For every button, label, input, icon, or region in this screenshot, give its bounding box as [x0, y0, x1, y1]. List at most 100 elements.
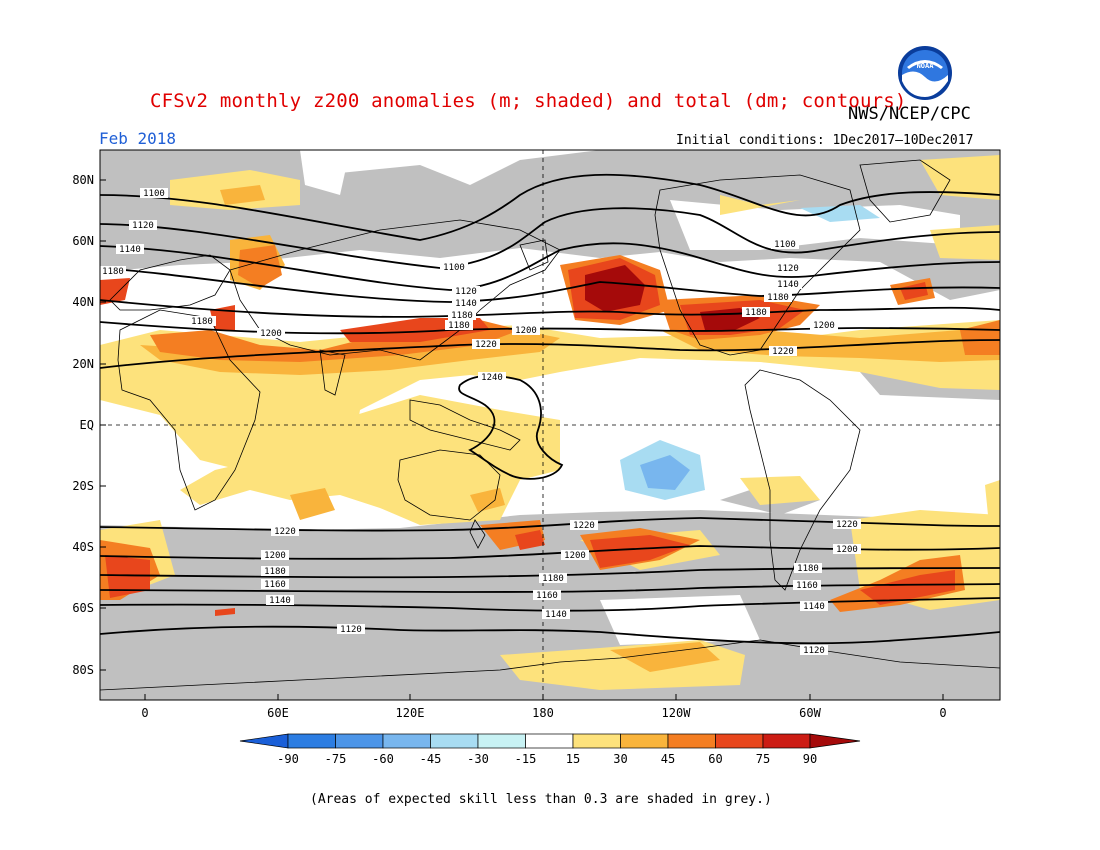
lon-label: 0 [939, 706, 946, 720]
lon-label: 60W [799, 706, 821, 720]
colorbar-cell [382, 733, 431, 749]
colorbar-tick: 15 [566, 752, 580, 766]
svg-text:1180: 1180 [797, 564, 819, 574]
svg-text:1120: 1120 [132, 221, 154, 231]
contour-label: 1180 [539, 573, 567, 584]
contour-label: 1140 [800, 601, 828, 612]
colorbar-cell [430, 733, 479, 749]
svg-text:1160: 1160 [796, 581, 818, 591]
svg-text:1100: 1100 [443, 263, 465, 273]
colorbar-tick: -15 [515, 752, 537, 766]
contour-label: 1180 [794, 563, 822, 574]
contour-label: 1120 [129, 220, 157, 231]
lat-label: 80S [72, 663, 94, 677]
svg-text:1120: 1120 [777, 264, 799, 274]
contour-label: 1140 [116, 244, 144, 255]
svg-text:1100: 1100 [774, 240, 796, 250]
contour-label: 1220 [472, 339, 500, 350]
contour-label: 1200 [257, 328, 285, 339]
svg-text:1140: 1140 [803, 602, 825, 612]
svg-text:1220: 1220 [772, 347, 794, 357]
contour-label: 1180 [100, 266, 126, 277]
contour-label: 1120 [800, 645, 828, 656]
map-title: CFSv2 monthly z200 anomalies (m; shaded)… [150, 90, 907, 112]
colorbar [239, 733, 861, 749]
contour-label: 1200 [512, 325, 540, 336]
contour-label: 1200 [810, 320, 838, 331]
colorbar-cell [762, 733, 811, 749]
svg-text:1200: 1200 [836, 545, 858, 555]
colorbar-tick: 90 [803, 752, 817, 766]
contour-label: 1180 [448, 310, 476, 321]
colorbar-tick: -45 [420, 752, 442, 766]
svg-text:1120: 1120 [455, 287, 477, 297]
contour-label: 1160 [261, 579, 289, 590]
svg-text:1220: 1220 [573, 521, 595, 531]
colorbar-ticks: -90 -75 -60 -45 -30 -15 15 30 45 60 75 9… [277, 752, 817, 766]
map-field: 1100 1120 1140 1180 1180 1200 1100 1120 … [100, 150, 1000, 700]
svg-text:1180: 1180 [542, 574, 564, 584]
contour-label: 1100 [140, 188, 168, 199]
colorbar-cell [572, 733, 621, 749]
contour-label: 1140 [266, 595, 294, 606]
noaa-logo-icon: NOAA [898, 46, 952, 100]
contour-label: 1180 [445, 320, 473, 331]
grid-lines [100, 150, 1000, 700]
colorbar-cell [715, 733, 764, 749]
contour-label: 1100 [440, 262, 468, 273]
lat-label: 40S [72, 540, 94, 554]
contour-label: 1140 [774, 279, 802, 290]
svg-text:1180: 1180 [451, 311, 473, 321]
svg-text:1160: 1160 [536, 591, 558, 601]
colorbar-cell [335, 733, 384, 749]
contour-label: 1180 [261, 566, 289, 577]
contour-label: 1220 [570, 520, 598, 531]
forecast-month: Feb 2018 [99, 129, 177, 148]
svg-text:1140: 1140 [545, 610, 567, 620]
colorbar-tick: 75 [756, 752, 770, 766]
colorbar-cell [667, 733, 716, 749]
lon-label: 60E [267, 706, 289, 720]
contour-labels: 1100 1120 1140 1180 1180 1200 1100 1120 … [100, 188, 861, 656]
svg-text:1180: 1180 [767, 293, 789, 303]
svg-text:1200: 1200 [813, 321, 835, 331]
colorbar-tick: 60 [708, 752, 722, 766]
contour-label: 1220 [769, 346, 797, 357]
contour-label: 1140 [452, 298, 480, 309]
skill-footnote: (Areas of expected skill less than 0.3 a… [310, 792, 772, 807]
lon-label: 180 [532, 706, 554, 720]
lat-label: 20S [72, 479, 94, 493]
colorbar-tick: -75 [325, 752, 347, 766]
contour-label: 1100 [771, 239, 799, 250]
svg-text:1180: 1180 [448, 321, 470, 331]
colorbar-tick: 45 [661, 752, 675, 766]
latitude-labels: 80N 60N 40N 20N EQ 20S 40S 60S 80S [72, 173, 94, 677]
svg-text:1180: 1180 [102, 267, 124, 277]
svg-text:1200: 1200 [264, 551, 286, 561]
svg-text:1200: 1200 [515, 326, 537, 336]
coastlines [100, 159, 1000, 691]
contour-label: 1160 [793, 580, 821, 591]
lat-label: 60N [72, 234, 94, 248]
contour-label: 1180 [188, 316, 216, 327]
colorbar-cell [620, 733, 669, 749]
contour-label: 1180 [742, 307, 770, 318]
contour-label: 1140 [542, 609, 570, 620]
svg-text:1120: 1120 [803, 646, 825, 656]
negative-anomalies [620, 205, 880, 500]
svg-text:1200: 1200 [564, 551, 586, 561]
colorbar-tick: 30 [613, 752, 627, 766]
svg-text:1220: 1220 [274, 527, 296, 537]
contour-label: 1160 [533, 590, 561, 601]
svg-text:1240: 1240 [481, 373, 503, 383]
contour-label: 1240 [478, 372, 506, 383]
contour-label: 1200 [833, 544, 861, 555]
lon-label: 120W [662, 706, 692, 720]
svg-text:1220: 1220 [475, 340, 497, 350]
svg-text:1100: 1100 [143, 189, 165, 199]
svg-text:1120: 1120 [340, 625, 362, 635]
lat-label: 80N [72, 173, 94, 187]
colorbar-cell [287, 733, 336, 749]
svg-text:1160: 1160 [264, 580, 286, 590]
